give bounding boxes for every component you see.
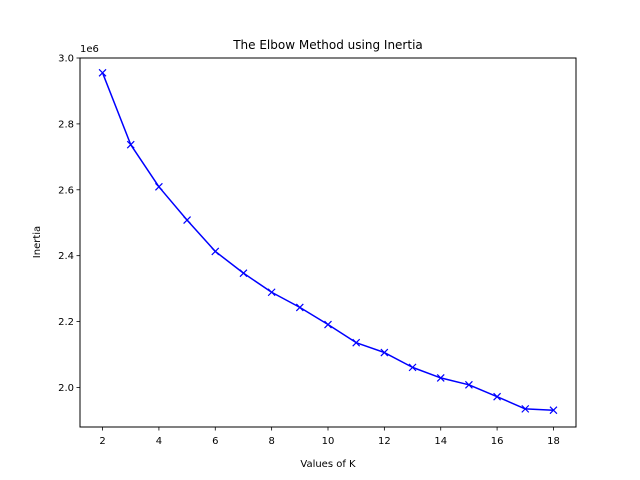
data-point-marker: [521, 404, 530, 413]
data-point-marker: [493, 392, 502, 401]
data-point-marker: [295, 303, 304, 312]
data-point-marker: [126, 140, 135, 149]
x-tick-label: 12: [378, 436, 391, 447]
x-tick-label: 16: [491, 436, 504, 447]
data-point-marker: [239, 269, 248, 278]
data-point-marker: [408, 363, 417, 372]
plot-area: 2 4 6 8 10 12 14 16 18 2.0 2.2 2.4 2.6 2.8 3.0: [58, 54, 560, 448]
data-point-marker: [267, 288, 276, 297]
data-point-marker: [183, 216, 192, 225]
y-tick-label: 2.2: [58, 317, 74, 328]
data-point-marker: [324, 320, 332, 329]
x-tick-label: 6: [212, 436, 218, 447]
y-axis-label: Inertia: [32, 226, 43, 258]
data-point-marker: [549, 406, 558, 415]
axes-frame: [79, 57, 577, 428]
y-tick-label: 2.4: [58, 251, 74, 262]
data-point-marker: [352, 338, 361, 347]
data-point-marker: [436, 373, 445, 382]
x-tick-label: 18: [547, 436, 560, 447]
y-offset-label: 1e6: [80, 44, 99, 55]
data-point-marker: [464, 380, 473, 389]
x-tick-label: 8: [268, 436, 274, 447]
x-tick-label: 14: [434, 436, 447, 447]
data-point-marker: [380, 348, 389, 357]
y-tick-label: 3.0: [58, 54, 74, 65]
chart-title: The Elbow Method using Inertia: [232, 38, 423, 52]
x-tick-label: 4: [156, 436, 162, 447]
y-tick-label: 2.8: [58, 119, 74, 130]
data-point-marker: [154, 182, 163, 191]
x-tick-label: 10: [322, 436, 335, 447]
x-axis-label: Values of K: [300, 459, 356, 470]
x-tick-label: 2: [99, 436, 105, 447]
data-point-marker: [98, 68, 107, 77]
y-tick-label: 2.6: [58, 185, 74, 196]
data-point-marker: [211, 247, 220, 256]
y-tick-label: 2.0: [58, 383, 74, 394]
